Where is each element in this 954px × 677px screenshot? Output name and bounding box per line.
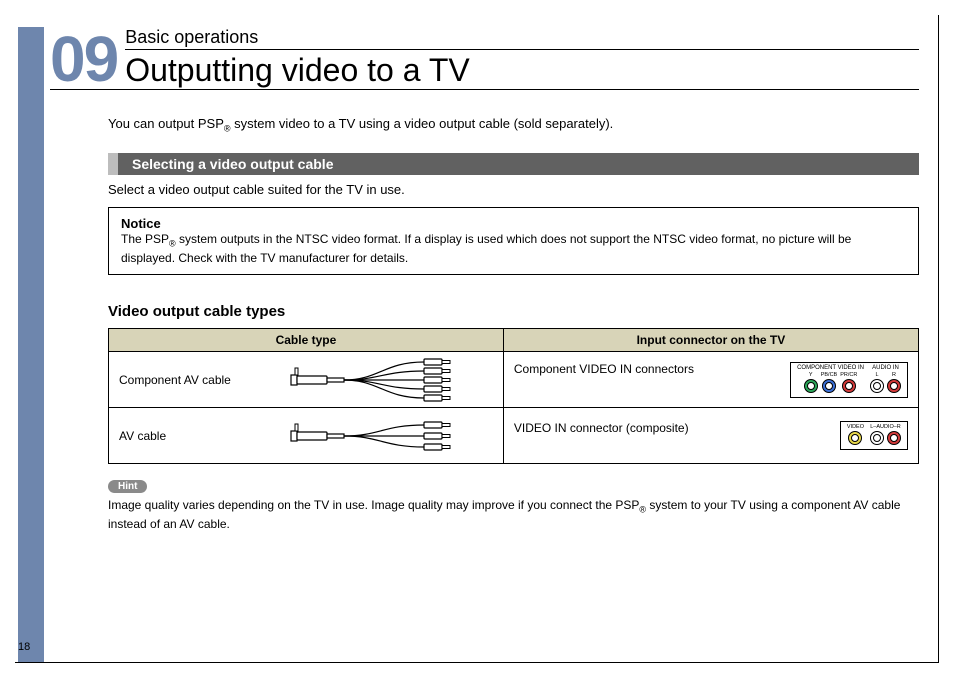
- col-header-cable-type: Cable type: [109, 329, 504, 352]
- cable-types-table: Cable type Input connector on the TV Com…: [108, 328, 919, 464]
- intro-paragraph: You can output PSP® system video to a TV…: [108, 115, 919, 135]
- page-number: 18: [18, 641, 30, 653]
- rca-jack: [887, 431, 901, 445]
- chapter-number: 09: [50, 31, 117, 89]
- hint-pill: Hint: [108, 480, 147, 493]
- rca-jack: [848, 431, 862, 445]
- rca-jack: [804, 379, 818, 393]
- subsection-header: Selecting a video output cable: [108, 153, 919, 175]
- table-row: Component AV cable Component VIDEO IN co…: [109, 352, 919, 408]
- cell-connectors: VIDEO IN connector (composite) VIDEOL–AU…: [503, 408, 918, 464]
- col-header-connector: Input connector on the TV: [503, 329, 918, 352]
- main-content: You can output PSP® system video to a TV…: [108, 115, 919, 532]
- cable-diagram: [289, 419, 469, 453]
- connector-panel: COMPONENT VIDEO INYPB/CBPR/CRAUDIO INLR: [790, 362, 908, 398]
- rca-jack: [822, 379, 836, 393]
- page-title: Outputting video to a TV: [125, 52, 919, 89]
- page-border-right: [938, 15, 939, 662]
- cable-diagram: [289, 356, 469, 404]
- rca-jack: [887, 379, 901, 393]
- page-header: 09 Basic operations Outputting video to …: [50, 27, 919, 90]
- notice-box: Notice The PSP® system outputs in the NT…: [108, 207, 919, 275]
- cell-connectors: Component VIDEO IN connectors COMPONENT …: [503, 352, 918, 408]
- connector-panel: VIDEOL–AUDIO–R: [840, 421, 908, 450]
- select-text: Select a video output cable suited for t…: [108, 181, 919, 199]
- rca-jack: [842, 379, 856, 393]
- table-header-row: Cable type Input connector on the TV: [109, 329, 919, 352]
- hint-block: Hint Image quality varies depending on t…: [108, 476, 919, 532]
- cell-cable-type: AV cable: [109, 408, 504, 464]
- table-section-title: Video output cable types: [108, 303, 919, 320]
- section-label: Basic operations: [125, 27, 919, 50]
- notice-text: The PSP® system outputs in the NTSC vide…: [121, 231, 906, 266]
- hint-text: Image quality varies depending on the TV…: [108, 497, 919, 532]
- rca-jack: [870, 379, 884, 393]
- rca-jack: [870, 431, 884, 445]
- cell-cable-type: Component AV cable: [109, 352, 504, 408]
- page-border-bottom: [15, 662, 939, 663]
- left-sidebar-accent: [18, 27, 44, 663]
- table-row: AV cable VIDEO IN connector (composite) …: [109, 408, 919, 464]
- notice-title: Notice: [121, 216, 906, 231]
